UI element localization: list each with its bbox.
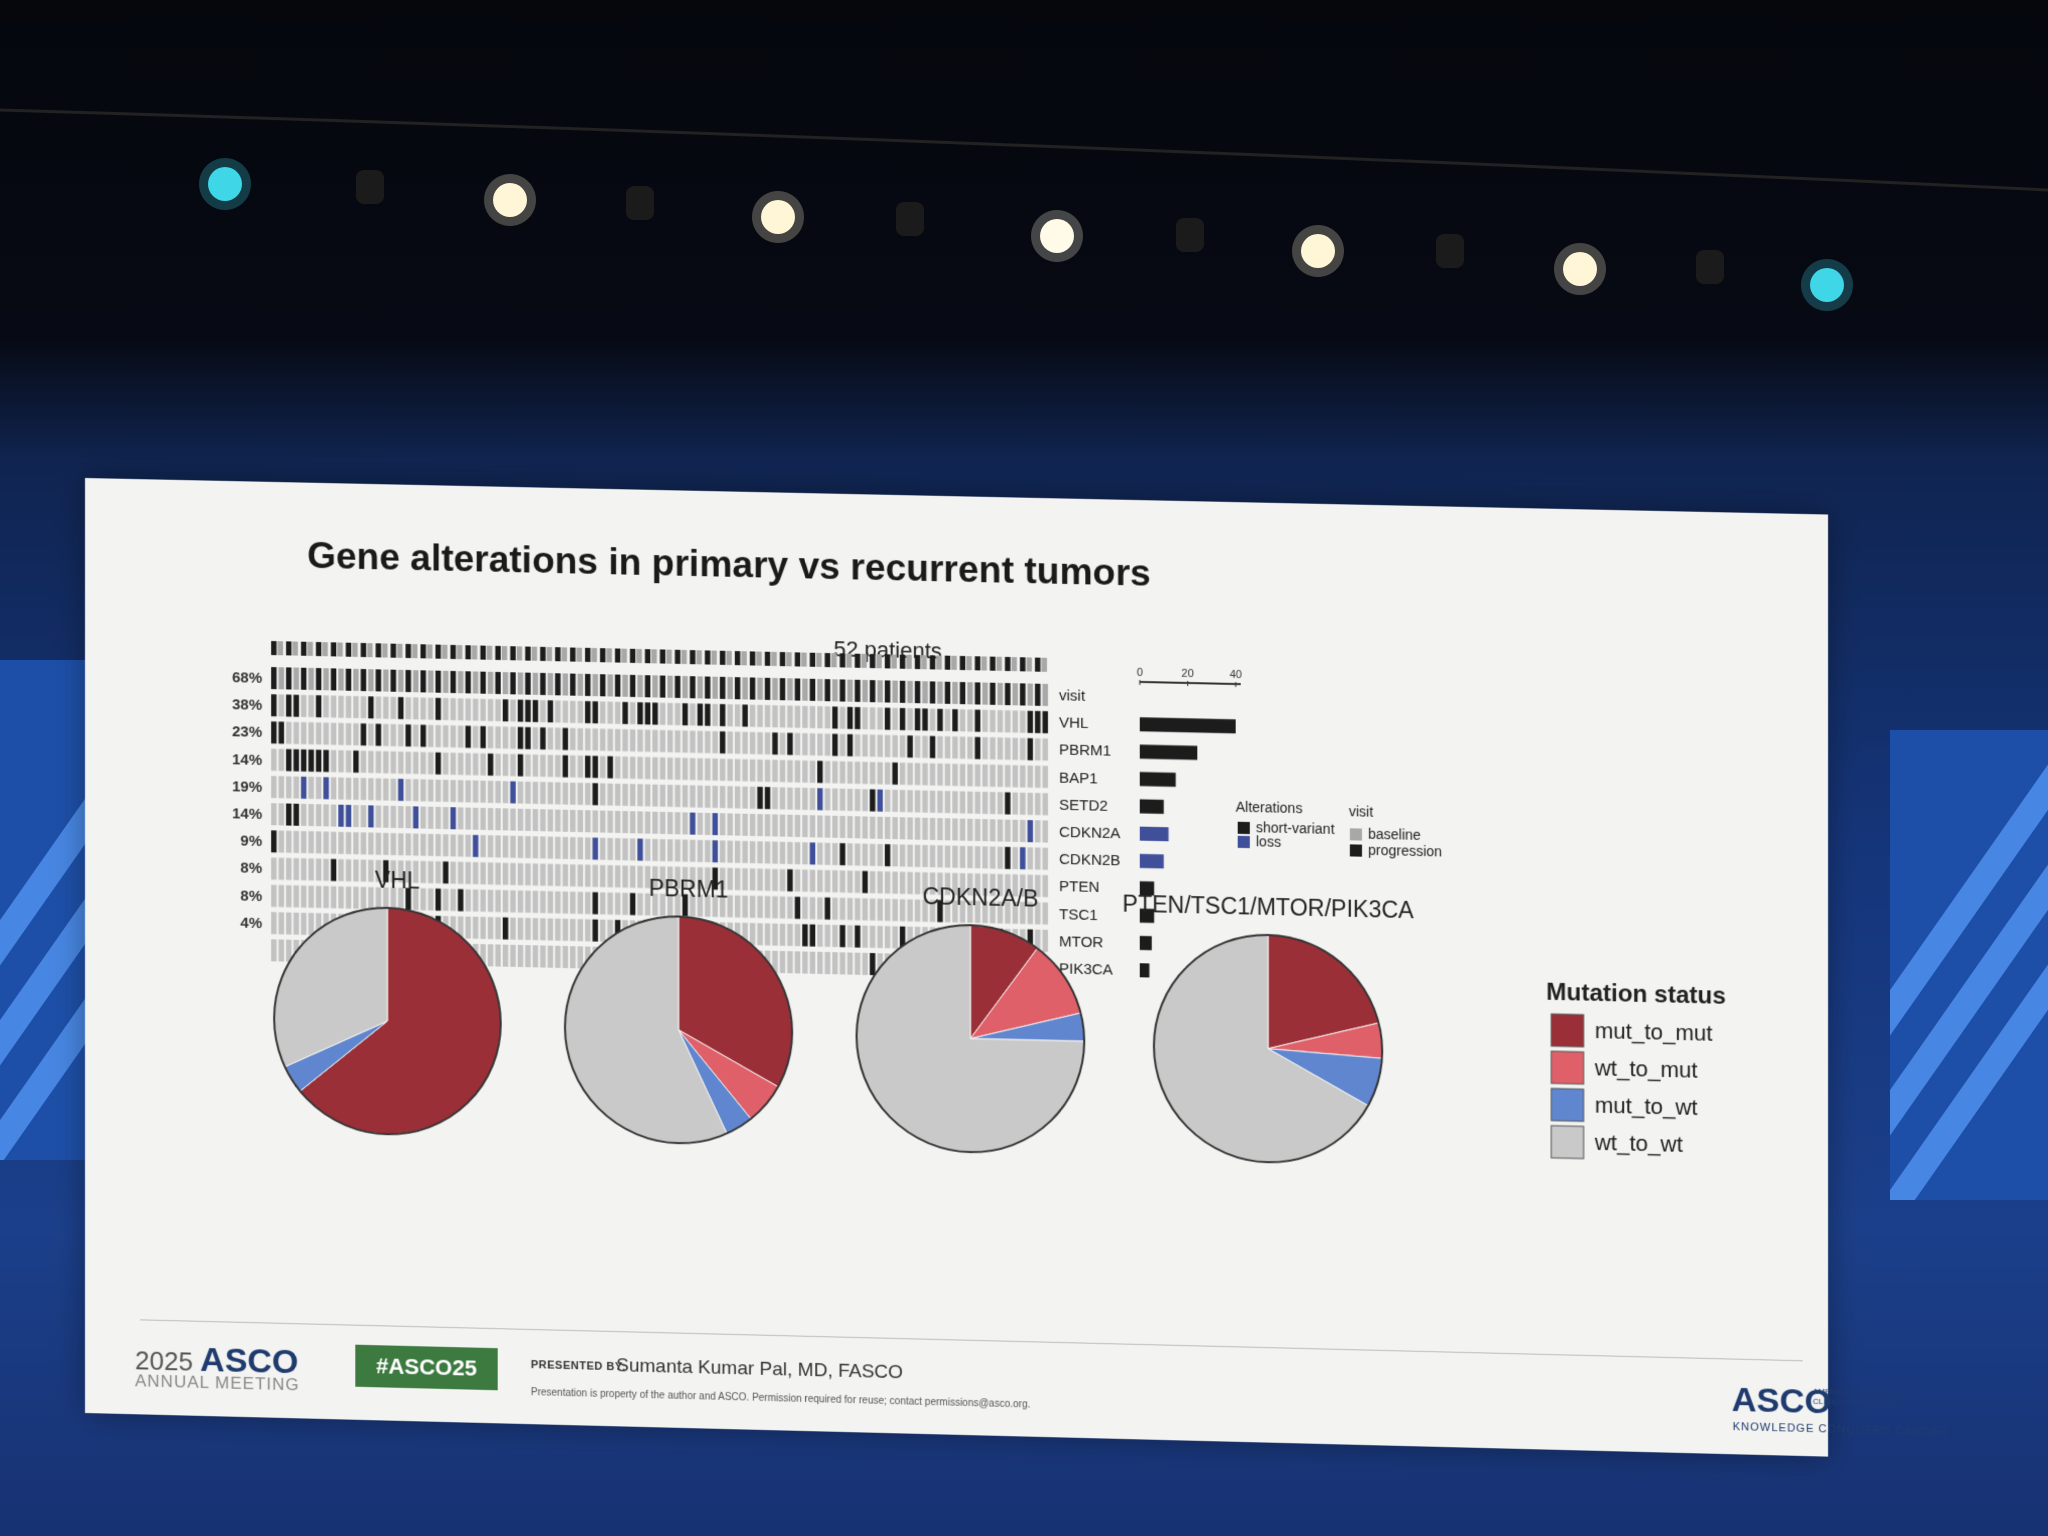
stage-light	[1301, 234, 1335, 268]
presenter-name: Sumanta Kumar Pal, MD, FASCO	[616, 1355, 903, 1384]
pie-title: CDKN2A/B	[922, 883, 1038, 912]
asco-tagline: KNOWLEDGE CONQUERS CANCER	[1733, 1421, 1949, 1438]
spotlight-fixture	[896, 202, 924, 236]
mutation-status-swatch	[1551, 1126, 1583, 1159]
meeting-label: ANNUAL MEETING	[135, 1371, 300, 1395]
disclaimer-text: Presentation is property of the author a…	[531, 1387, 1031, 1410]
stage-rigging	[0, 0, 2048, 380]
stage-light	[1563, 252, 1597, 286]
mutation-status-title: Mutation status	[1546, 979, 1726, 1010]
pie-title: PBRM1	[649, 875, 729, 903]
mutation-status-label: mut_to_wt	[1595, 1092, 1698, 1120]
stage-light	[493, 183, 527, 217]
truss-cable	[0, 110, 2048, 190]
mutation-status-pies: VHL PBRM1 CDKN2A/B PTEN/TSC1/MTOR/PIK3CA Mu…	[85, 478, 1828, 1361]
mutation-status-swatch	[1551, 1014, 1583, 1047]
mutation-status-label: wt_to_mut	[1594, 1055, 1698, 1083]
right-stage-panel	[1890, 730, 2048, 1200]
pie-charts: VHL PBRM1 CDKN2A/B PTEN/TSC1/MTOR/PIK3CA	[274, 864, 1414, 1165]
spotlight-fixture	[626, 186, 654, 220]
spotlight-fixture	[1696, 250, 1724, 284]
mutation-status-label: wt_to_wt	[1594, 1130, 1683, 1157]
spotlight-fixture	[1176, 218, 1204, 252]
stage-lights	[0, 110, 2048, 311]
presented-by-label: PRESENTED BY:	[531, 1359, 626, 1373]
stage-light	[761, 200, 795, 234]
spotlight-fixture	[356, 170, 384, 204]
hashtag-badge: #ASCO25	[355, 1345, 497, 1391]
spotlight-fixture	[1436, 234, 1464, 268]
presentation-slide: Gene alterations in primary vs recurrent…	[85, 478, 1828, 1457]
asco-society-name: AMERICAN SOCIETY OF CLINICAL ONCOLOGY	[1813, 1387, 1907, 1409]
mutation-status-legend: Mutation status mut_to_mut wt_to_mut mut_to…	[1546, 979, 1726, 1162]
pie-title: VHL	[375, 867, 420, 894]
stage-light	[208, 167, 242, 201]
mutation-status-swatch	[1551, 1051, 1583, 1084]
pie-title: PTEN/TSC1/MTOR/PIK3CA	[1122, 890, 1414, 923]
stage-light	[1040, 219, 1074, 253]
mutation-status-label: mut_to_mut	[1595, 1018, 1713, 1046]
stage-light	[1810, 268, 1844, 302]
mutation-status-swatch	[1551, 1088, 1583, 1121]
